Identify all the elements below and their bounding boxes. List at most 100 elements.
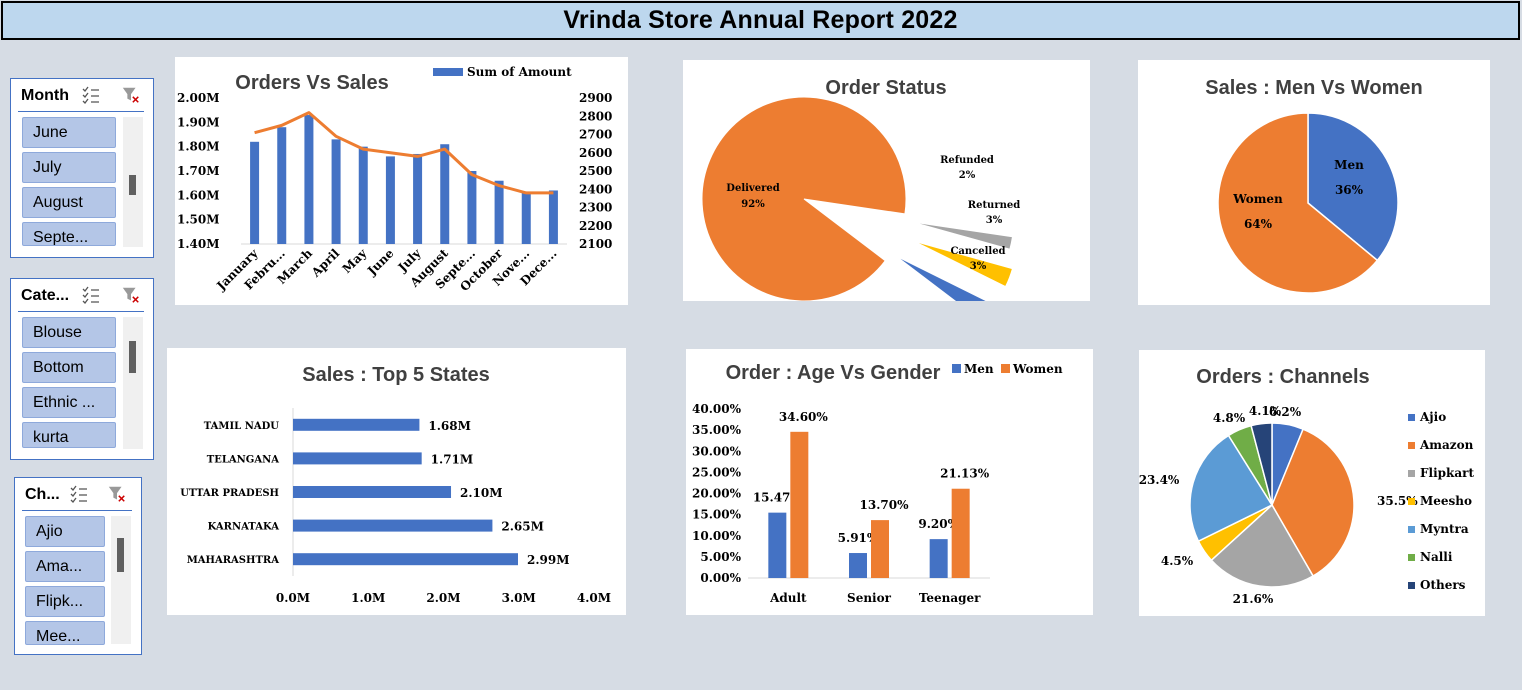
slicer-item-july[interactable]: July bbox=[22, 152, 116, 183]
slicer-item-bottom[interactable]: Bottom bbox=[22, 352, 116, 383]
y2-tick-label: 2300 bbox=[579, 201, 612, 215]
x-tick-label: 1.0M bbox=[351, 591, 385, 605]
bar bbox=[293, 519, 493, 532]
slicer-title: Month bbox=[21, 87, 69, 104]
slicer-header: Month bbox=[11, 79, 153, 111]
data-label: 9.20% bbox=[918, 517, 959, 531]
slicer-scrollbar[interactable] bbox=[123, 117, 143, 247]
data-label: 21.13% bbox=[940, 467, 990, 481]
y-tick-label: 1.50M bbox=[177, 213, 220, 227]
bar bbox=[929, 539, 948, 578]
y-tick-label: KARNATAKA bbox=[208, 522, 280, 533]
slicer-item-blouse[interactable]: Blouse bbox=[22, 317, 116, 348]
bar bbox=[358, 146, 368, 244]
slicer-header: Ch... bbox=[15, 478, 141, 510]
legend-label: Ajio bbox=[1419, 410, 1446, 424]
x-tick-label: June bbox=[364, 246, 397, 279]
bar bbox=[331, 139, 341, 244]
slice-percent: 92% bbox=[741, 199, 765, 210]
slicer-item-ajio[interactable]: Ajio bbox=[25, 516, 105, 547]
bar bbox=[790, 431, 809, 578]
legend-swatch-women bbox=[1001, 364, 1010, 373]
slicer-scroll-thumb[interactable] bbox=[129, 175, 136, 195]
multi-select-icon[interactable] bbox=[81, 284, 101, 306]
legend-label: Sum of Amount bbox=[467, 65, 572, 79]
x-tick-label: Teenager bbox=[919, 591, 981, 605]
slicer-item-amazon[interactable]: Ama... bbox=[25, 551, 105, 582]
bar bbox=[849, 553, 867, 578]
legend-label: Flipkart bbox=[1420, 466, 1474, 480]
pie-slice bbox=[701, 96, 907, 301]
bar bbox=[293, 452, 422, 465]
y-tick-label: MAHARASHTRA bbox=[187, 555, 280, 566]
y-tick-label: 1.40M bbox=[177, 237, 220, 251]
age-vs-gender-chart: Order : Age Vs Gender Men Women 40.00% 35.00… bbox=[686, 349, 1093, 615]
bar bbox=[293, 418, 420, 431]
bar bbox=[413, 153, 423, 244]
slicer-item-meesho[interactable]: Mee... bbox=[25, 621, 105, 645]
chart-title: Orders Vs Sales bbox=[235, 72, 388, 94]
slicer-item-flipkart[interactable]: Flipk... bbox=[25, 586, 105, 617]
y2-tick-label: 2600 bbox=[579, 146, 612, 160]
slicer-item-june[interactable]: June bbox=[22, 117, 116, 148]
slice-percent: 4.5% bbox=[1161, 554, 1194, 568]
y-tick-label: 1.70M bbox=[177, 164, 220, 178]
y-tick-label: TELANGANA bbox=[207, 454, 279, 465]
slicer-scrollbar[interactable] bbox=[123, 317, 143, 449]
clear-filter-icon[interactable] bbox=[107, 483, 127, 505]
orders-line bbox=[254, 111, 554, 195]
data-label: 1.71M bbox=[431, 452, 474, 466]
y2-tick-label: 2700 bbox=[579, 128, 612, 142]
bar bbox=[871, 520, 889, 578]
men-vs-women-chart: Sales : Men Vs Women Men 36% Women 64% bbox=[1138, 60, 1490, 305]
slice-percent: 2% bbox=[959, 170, 976, 181]
y2-tick-label: 2100 bbox=[579, 237, 612, 251]
legend-swatch bbox=[1408, 442, 1415, 449]
slicer-scroll-thumb[interactable] bbox=[117, 538, 124, 572]
slicer-item-ethnic[interactable]: Ethnic ... bbox=[22, 387, 116, 418]
legend-label: Amazon bbox=[1419, 438, 1474, 452]
bar bbox=[768, 512, 787, 578]
multi-select-icon[interactable] bbox=[81, 84, 101, 106]
chart-title: Order : Age Vs Gender bbox=[726, 362, 941, 384]
y-tick-label: 5.00% bbox=[700, 550, 741, 564]
legend-label: Men bbox=[964, 362, 994, 376]
clear-filter-icon[interactable] bbox=[121, 84, 141, 106]
pie-slice bbox=[1217, 112, 1379, 294]
slicer-item-kurta[interactable]: kurta bbox=[22, 422, 116, 448]
slicer-scroll-thumb[interactable] bbox=[129, 341, 136, 373]
bar bbox=[277, 127, 287, 244]
bar bbox=[293, 486, 452, 498]
slicer-scrollbar[interactable] bbox=[111, 516, 131, 644]
legend-swatch bbox=[1408, 526, 1415, 533]
data-label: 2.10M bbox=[460, 486, 503, 500]
x-tick-label: 2.0M bbox=[426, 591, 460, 605]
legend-swatch bbox=[1408, 498, 1415, 505]
data-label: 13.70% bbox=[860, 498, 910, 512]
clear-filter-icon[interactable] bbox=[121, 284, 141, 306]
slice-percent: 64% bbox=[1244, 217, 1273, 231]
legend-swatch-men bbox=[952, 364, 961, 373]
x-tick-label: April bbox=[308, 246, 342, 280]
top-states-chart: Sales : Top 5 States TAMIL NADU 1.68M TELAN… bbox=[167, 348, 626, 615]
x-tick-label: 3.0M bbox=[502, 591, 536, 605]
pie-slice bbox=[913, 240, 1014, 288]
y-tick-label: TAMIL NADU bbox=[204, 421, 279, 432]
slicer-item-august[interactable]: August bbox=[22, 187, 116, 218]
y-tick-label: 1.60M bbox=[177, 188, 220, 202]
y2-tick-label: 2800 bbox=[579, 109, 612, 123]
y-tick-label: 25.00% bbox=[692, 465, 742, 479]
data-label: 2.65M bbox=[501, 520, 544, 534]
multi-select-icon[interactable] bbox=[69, 483, 89, 505]
slice-percent: 3% bbox=[986, 215, 1003, 226]
y2-tick-label: 2500 bbox=[579, 164, 612, 178]
y2-tick-label: 2400 bbox=[579, 182, 612, 196]
slicer-item-september[interactable]: Septe... bbox=[22, 222, 116, 246]
pie-slice bbox=[1210, 503, 1315, 588]
x-tick-label: May bbox=[340, 245, 370, 275]
y-tick-label: 35.00% bbox=[692, 423, 742, 437]
x-tick-label: Senior bbox=[847, 591, 892, 605]
legend-swatch bbox=[1408, 582, 1415, 589]
bar bbox=[440, 144, 450, 244]
pie-slice bbox=[911, 221, 1014, 250]
